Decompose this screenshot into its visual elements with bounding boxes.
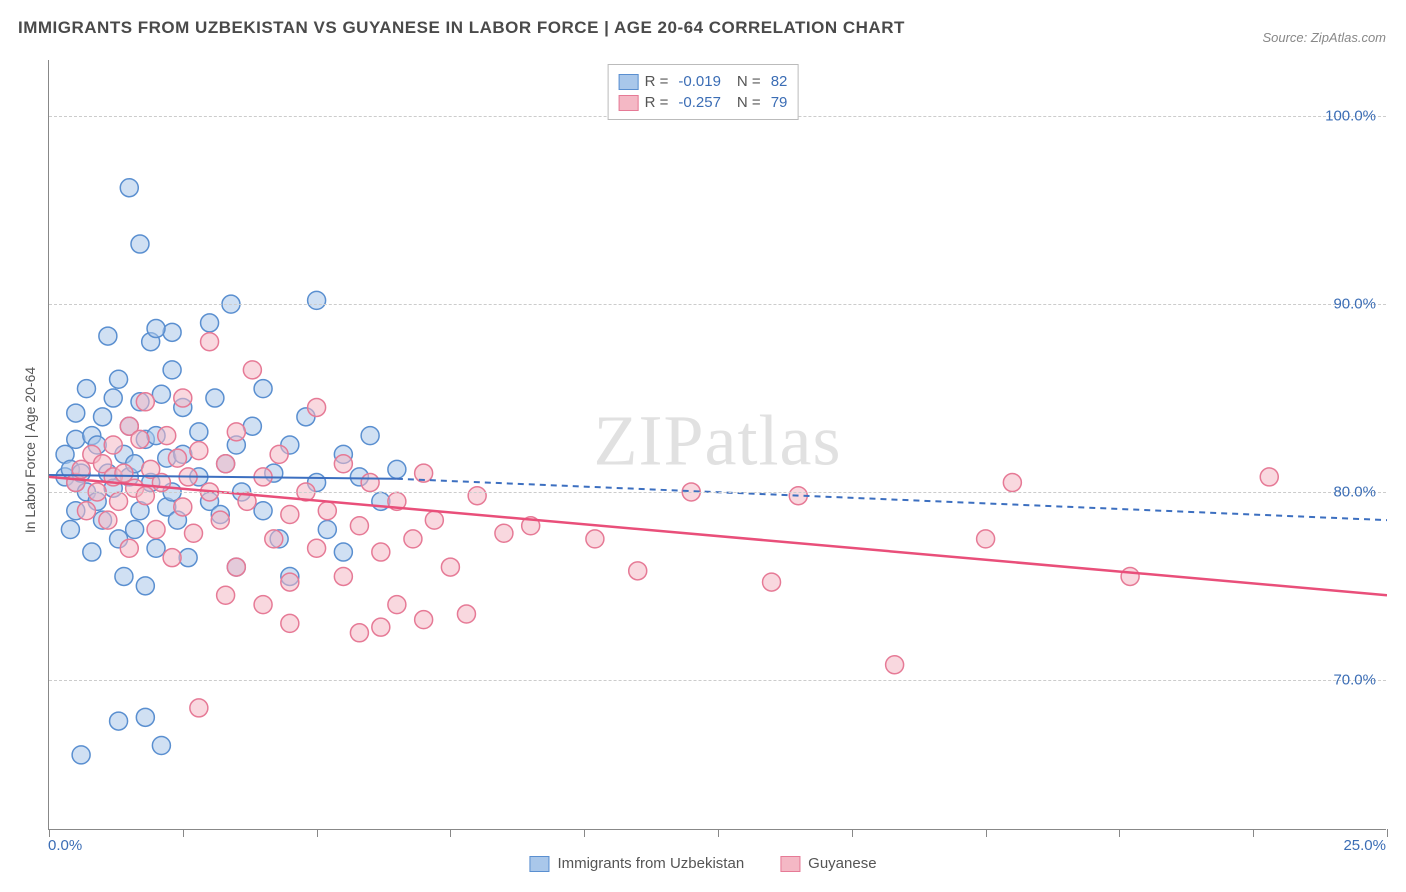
swatch-series-1-bottom (529, 856, 549, 872)
x-axis-min-label: 0.0% (48, 837, 82, 854)
chart-title: IMMIGRANTS FROM UZBEKISTAN VS GUYANESE I… (18, 18, 905, 38)
y-tick-label: 100.0% (1325, 108, 1376, 125)
y-tick-label: 90.0% (1333, 296, 1376, 313)
correlation-legend: R =-0.019 N =82 R =-0.257 N =79 (608, 64, 799, 120)
y-tick-label: 70.0% (1333, 671, 1376, 688)
legend-row-series-1: R =-0.019 N =82 (619, 71, 788, 92)
swatch-series-2-bottom (780, 856, 800, 872)
swatch-series-2 (619, 95, 639, 111)
scatter-svg (49, 60, 1387, 830)
legend-item-series-1: Immigrants from Uzbekistan (529, 855, 744, 872)
x-axis-max-label: 25.0% (1343, 837, 1386, 854)
y-tick-label: 80.0% (1333, 483, 1376, 500)
legend-item-series-2: Guyanese (780, 855, 876, 872)
source-attribution: Source: ZipAtlas.com (1262, 30, 1386, 45)
legend-row-series-2: R =-0.257 N =79 (619, 92, 788, 113)
series-legend: Immigrants from Uzbekistan Guyanese (529, 855, 876, 872)
plot-area: ZIPatlas 100.0%90.0%80.0%70.0% (48, 60, 1386, 830)
y-axis-label: In Labor Force | Age 20-64 (22, 367, 38, 533)
swatch-series-1 (619, 74, 639, 90)
